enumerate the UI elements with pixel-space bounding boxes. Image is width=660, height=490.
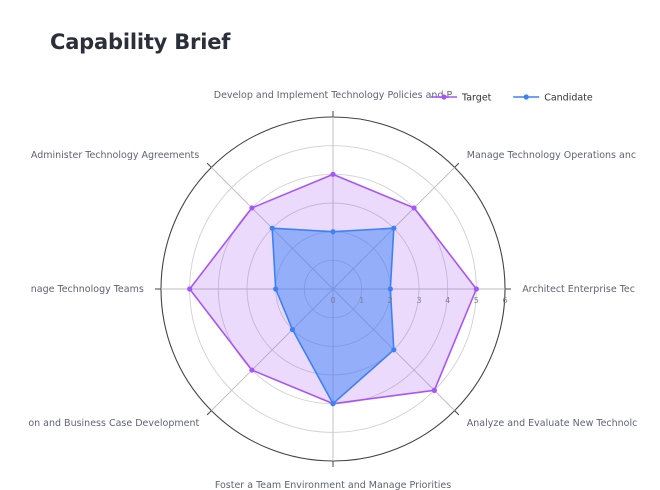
series-candidate-point (269, 225, 275, 231)
page-title: Capability Brief (50, 30, 231, 54)
axis-label: nage Technology Teams (31, 284, 144, 295)
radial-tick-label: 5 (474, 296, 479, 305)
axis-label: Analyze and Evaluate New Technolc (467, 418, 638, 429)
axis-label: Foster a Team Environment and Manage Pri… (215, 480, 451, 490)
radial-tick-label: 1 (359, 296, 364, 305)
series-candidate-point (289, 326, 296, 333)
axis-label: Administer Technology Agreements (31, 150, 199, 161)
legend-swatch-marker (523, 94, 529, 100)
radial-tick-label: 6 (502, 296, 507, 305)
axis-tick-mark (454, 410, 460, 416)
series-target-point (249, 367, 255, 373)
axis-tick-mark (206, 410, 212, 416)
series-candidate-point (391, 225, 397, 231)
axis-label: Manage Technology Operations anc (467, 150, 636, 161)
radial-tick-label: 2 (388, 296, 393, 305)
axis-label: Develop and Implement Technology Policie… (214, 90, 453, 101)
series-target-point (187, 286, 193, 292)
axis-labels: Develop and Implement Technology Policie… (28, 90, 637, 490)
radial-tick-label: 0 (330, 296, 335, 305)
series-candidate-point (273, 286, 279, 292)
legend-item-target[interactable]: Target (431, 93, 492, 104)
series-target-point (330, 171, 336, 177)
legend-swatch-marker (441, 94, 447, 100)
legend[interactable]: Target Candidate (431, 93, 593, 104)
radar-series (187, 171, 479, 407)
legend-label: Candidate (544, 93, 593, 104)
legend-label: Target (461, 93, 492, 104)
axis-tick-mark (206, 162, 212, 168)
radar-ticks: 0 1 2 3 4 5 6 (330, 296, 507, 305)
series-target-point (431, 387, 437, 393)
series-target-point (473, 286, 479, 292)
series-target-point (249, 205, 255, 211)
legend-item-candidate[interactable]: Candidate (513, 93, 593, 104)
radial-tick-label: 3 (416, 296, 421, 305)
series-candidate-point (330, 229, 336, 235)
series-candidate-point (330, 401, 336, 407)
series-target-point (411, 205, 417, 211)
series-candidate-point (391, 347, 397, 353)
series-candidate-point (387, 286, 393, 292)
axis-label: on and Business Case Development (28, 418, 199, 429)
axis-tick-mark (454, 162, 460, 168)
axis-label: Architect Enterprise Tec (522, 284, 635, 295)
radial-tick-label: 4 (445, 296, 450, 305)
